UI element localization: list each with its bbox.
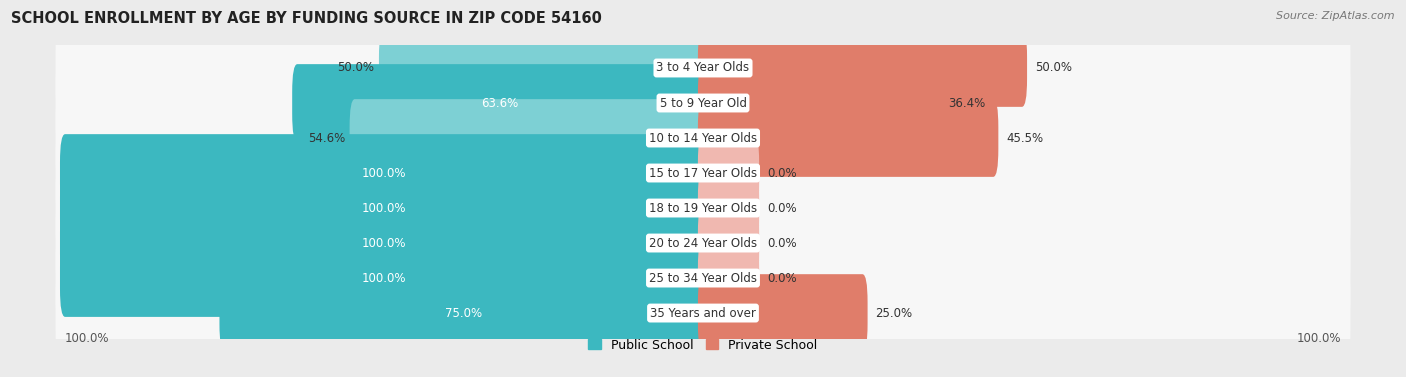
Text: 100.0%: 100.0% [361,202,406,215]
FancyBboxPatch shape [697,99,998,177]
Text: 100.0%: 100.0% [65,332,110,345]
FancyBboxPatch shape [292,64,709,142]
FancyBboxPatch shape [350,99,709,177]
Text: 20 to 24 Year Olds: 20 to 24 Year Olds [650,236,756,250]
Text: 100.0%: 100.0% [361,271,406,285]
FancyBboxPatch shape [60,204,709,282]
FancyBboxPatch shape [55,142,1351,274]
FancyBboxPatch shape [60,169,709,247]
FancyBboxPatch shape [55,177,1351,309]
FancyBboxPatch shape [697,204,759,282]
Text: 3 to 4 Year Olds: 3 to 4 Year Olds [657,61,749,75]
Text: 0.0%: 0.0% [766,202,796,215]
Text: 36.4%: 36.4% [948,97,986,109]
Text: 0.0%: 0.0% [766,167,796,179]
Text: 50.0%: 50.0% [1035,61,1071,75]
Text: 0.0%: 0.0% [766,236,796,250]
Text: 54.6%: 54.6% [308,132,344,144]
Text: 100.0%: 100.0% [361,236,406,250]
FancyBboxPatch shape [55,2,1351,134]
Text: 45.5%: 45.5% [1007,132,1043,144]
Text: 5 to 9 Year Old: 5 to 9 Year Old [659,97,747,109]
Text: 0.0%: 0.0% [766,271,796,285]
FancyBboxPatch shape [697,274,868,352]
Text: 18 to 19 Year Olds: 18 to 19 Year Olds [650,202,756,215]
FancyBboxPatch shape [60,239,709,317]
Text: 100.0%: 100.0% [361,167,406,179]
Text: 10 to 14 Year Olds: 10 to 14 Year Olds [650,132,756,144]
Text: SCHOOL ENROLLMENT BY AGE BY FUNDING SOURCE IN ZIP CODE 54160: SCHOOL ENROLLMENT BY AGE BY FUNDING SOUR… [11,11,602,26]
Text: 75.0%: 75.0% [446,307,482,320]
Text: Source: ZipAtlas.com: Source: ZipAtlas.com [1277,11,1395,21]
FancyBboxPatch shape [697,239,759,317]
FancyBboxPatch shape [697,134,759,212]
FancyBboxPatch shape [219,274,709,352]
FancyBboxPatch shape [697,169,759,247]
Text: 100.0%: 100.0% [1296,332,1341,345]
FancyBboxPatch shape [60,134,709,212]
Text: 25 to 34 Year Olds: 25 to 34 Year Olds [650,271,756,285]
Text: 50.0%: 50.0% [337,61,374,75]
Text: 25.0%: 25.0% [875,307,912,320]
FancyBboxPatch shape [55,247,1351,377]
FancyBboxPatch shape [55,107,1351,239]
FancyBboxPatch shape [697,64,941,142]
Text: 63.6%: 63.6% [481,97,519,109]
FancyBboxPatch shape [55,72,1351,204]
Text: 35 Years and over: 35 Years and over [650,307,756,320]
FancyBboxPatch shape [697,29,1026,107]
FancyBboxPatch shape [380,29,709,107]
Text: 15 to 17 Year Olds: 15 to 17 Year Olds [650,167,756,179]
Legend: Public School, Private School: Public School, Private School [583,334,823,357]
FancyBboxPatch shape [55,212,1351,344]
FancyBboxPatch shape [55,37,1351,169]
